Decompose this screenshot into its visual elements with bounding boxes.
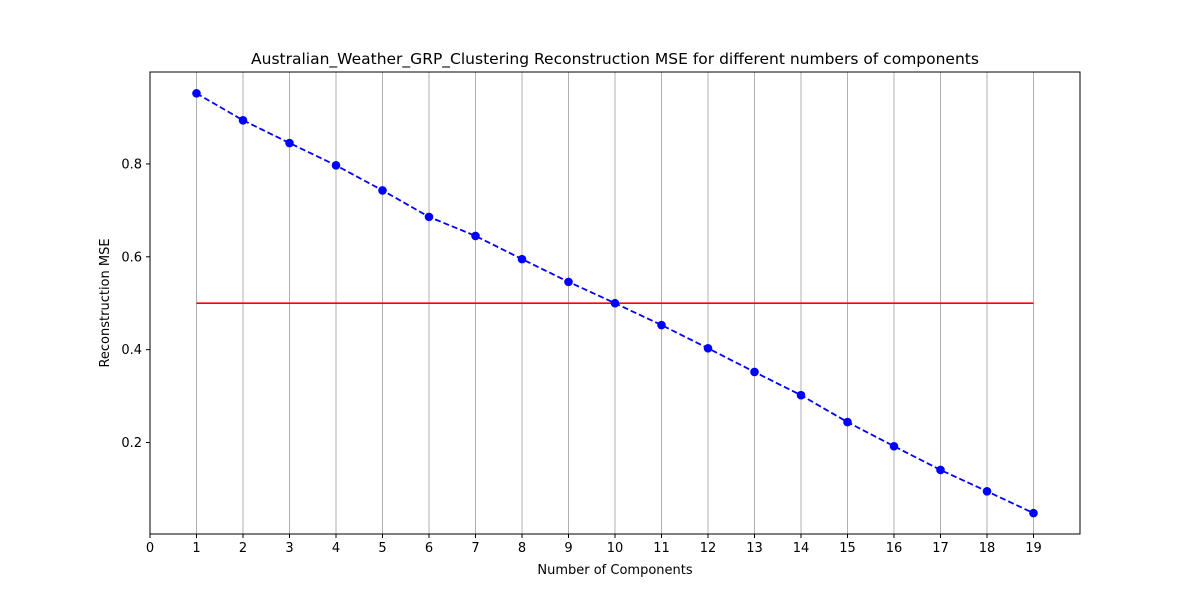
- x-tick-label: 15: [839, 541, 856, 556]
- data-point: [517, 254, 527, 264]
- x-tick-label: 7: [471, 541, 479, 556]
- x-tick-label: 19: [1025, 541, 1042, 556]
- x-tick-label: 13: [746, 541, 763, 556]
- data-point: [564, 277, 573, 287]
- y-tick-label: 0.8: [121, 157, 142, 172]
- data-point: [610, 298, 620, 308]
- x-tick-label: 1: [192, 541, 200, 556]
- x-tick-label: 3: [285, 541, 293, 556]
- series-layer: [192, 89, 1038, 518]
- data-point: [285, 138, 294, 148]
- x-tick-label: 14: [793, 541, 810, 556]
- data-point: [424, 212, 434, 222]
- x-tick-label: 11: [653, 541, 670, 556]
- data-point: [750, 367, 759, 377]
- data-point: [331, 161, 341, 170]
- x-tick-label: 18: [979, 541, 996, 556]
- x-tick-label: 8: [518, 541, 526, 556]
- data-point: [703, 343, 713, 353]
- x-tick-label: 16: [886, 541, 903, 556]
- data-point: [192, 89, 201, 98]
- x-tick-label: 6: [425, 541, 433, 556]
- y-tick-label: 0.4: [121, 343, 142, 358]
- data-point: [982, 486, 992, 496]
- data-point: [657, 320, 666, 330]
- data-point: [936, 465, 945, 475]
- x-tick-label: 2: [239, 541, 247, 556]
- x-tick-label: 9: [564, 541, 572, 556]
- x-tick-label: 17: [932, 541, 949, 556]
- data-point: [471, 231, 480, 241]
- x-tick-label: 5: [378, 541, 386, 556]
- data-point: [796, 390, 806, 400]
- data-point: [1029, 508, 1038, 518]
- x-axis-ticks: 0 1 2 3 4 5 6 7 8 9 10 11 12 13 14 15 16 17 18 19: [146, 534, 1042, 556]
- x-tick-label: 4: [332, 541, 340, 556]
- x-tick-label: 10: [607, 541, 624, 556]
- y-tick-label: 0.2: [121, 436, 142, 451]
- x-axis-label: Number of Components: [537, 563, 692, 578]
- y-axis-ticks: 0.2 0.4 0.6 0.8: [121, 157, 150, 451]
- chart-title: Australian_Weather_GRP_Clustering Recons…: [251, 50, 979, 69]
- y-axis-label: Reconstruction MSE: [98, 238, 113, 367]
- x-tick-label: 12: [700, 541, 717, 556]
- data-point: [378, 186, 387, 195]
- data-point: [889, 441, 899, 451]
- x-tick-label: 0: [146, 541, 154, 556]
- data-point: [238, 115, 248, 125]
- data-point: [843, 417, 852, 427]
- y-tick-label: 0.6: [121, 250, 142, 265]
